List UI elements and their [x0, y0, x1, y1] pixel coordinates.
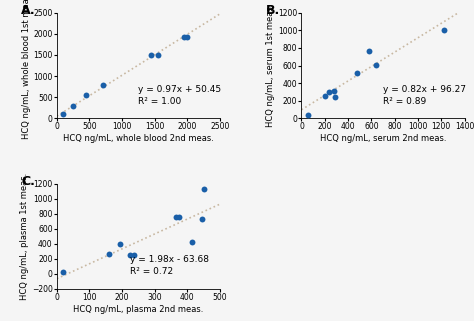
Point: [372, 62, 380, 67]
Point: [189, 240, 196, 245]
Point: [354, 71, 361, 76]
Y-axis label: HCQ ng/mL, serum 1st meas.: HCQ ng/mL, serum 1st meas.: [266, 4, 275, 127]
Point: [175, 214, 183, 219]
Point: [154, 52, 162, 57]
Text: y = 0.82x + 96.27
R² = 0.89: y = 0.82x + 96.27 R² = 0.89: [383, 85, 466, 106]
Point: [305, 112, 312, 117]
X-axis label: HCQ ng/mL, serum 2nd meas.: HCQ ng/mL, serum 2nd meas.: [320, 134, 446, 143]
Point: [117, 242, 124, 247]
Point: [200, 186, 208, 191]
Point: [82, 92, 90, 97]
X-axis label: HCQ ng/mL, whole blood 2nd meas.: HCQ ng/mL, whole blood 2nd meas.: [63, 134, 214, 143]
Y-axis label: HCQ ng/mL, plasma 1st meas.: HCQ ng/mL, plasma 1st meas.: [20, 173, 29, 300]
Point: [365, 49, 373, 54]
Point: [331, 95, 339, 100]
Point: [198, 216, 206, 221]
Point: [330, 88, 338, 93]
Point: [105, 251, 113, 256]
Text: y = 1.98x - 63.68
R² = 0.72: y = 1.98x - 63.68 R² = 0.72: [130, 256, 209, 276]
Text: A.: A.: [21, 4, 36, 17]
Y-axis label: HCQ ng/mL, whole blood 1st meas.: HCQ ng/mL, whole blood 1st meas.: [21, 0, 30, 139]
Point: [148, 52, 155, 57]
X-axis label: HCQ ng/mL, plasma 2nd meas.: HCQ ng/mL, plasma 2nd meas.: [73, 305, 204, 314]
Point: [326, 89, 333, 94]
Point: [99, 82, 106, 88]
Point: [440, 27, 447, 32]
Point: [130, 252, 137, 257]
Text: C.: C.: [21, 175, 35, 188]
Point: [127, 252, 134, 257]
Point: [60, 269, 67, 274]
Text: y = 0.97x + 50.45
R² = 1.00: y = 0.97x + 50.45 R² = 1.00: [138, 85, 221, 106]
Point: [183, 35, 191, 40]
Point: [180, 35, 188, 40]
Point: [69, 104, 77, 109]
Text: B.: B.: [265, 4, 280, 17]
Point: [321, 94, 328, 99]
Point: [60, 111, 67, 116]
Point: [172, 214, 180, 219]
